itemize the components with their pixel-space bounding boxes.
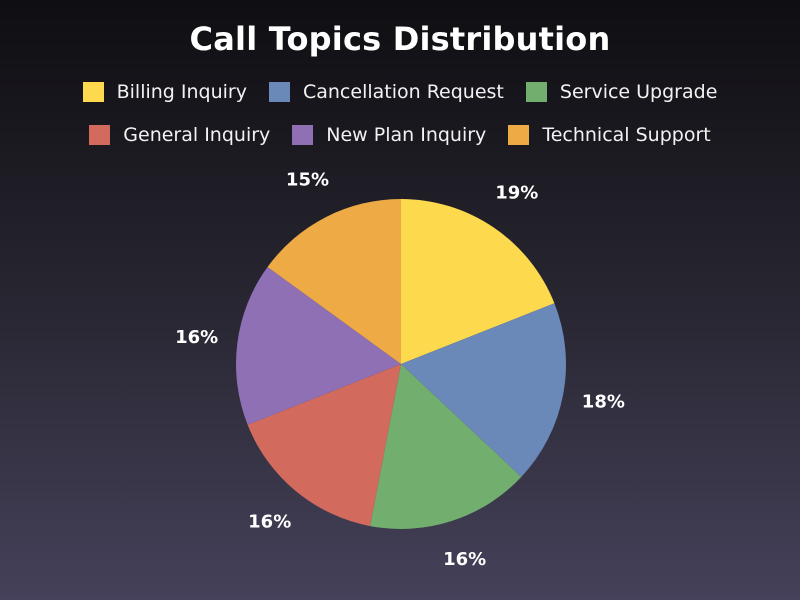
slice-percent-label: 16%	[443, 549, 486, 570]
slice-percent-label: 19%	[495, 183, 538, 204]
pie-slice-cancellation-request[interactable]	[401, 303, 566, 477]
pie-slice-billing-inquiry[interactable]	[401, 199, 555, 364]
legend-label: New Plan Inquiry	[326, 124, 487, 146]
legend-swatch	[89, 125, 111, 145]
slice-percent-label: 15%	[286, 169, 329, 190]
legend-label: Service Upgrade	[559, 81, 718, 103]
legend-item-technical-support[interactable]: Technical Support	[508, 124, 711, 146]
legend-item-new-plan-inquiry[interactable]: New Plan Inquiry	[292, 124, 486, 146]
legend-label: Billing Inquiry	[116, 81, 247, 103]
pie-slice-general-inquiry[interactable]	[247, 364, 401, 527]
legend-item-billing-inquiry[interactable]: Billing Inquiry	[82, 81, 247, 103]
legend-row-1: Billing Inquiry Cancellation Request Ser…	[0, 80, 800, 104]
legend-label: Technical Support	[542, 124, 711, 146]
legend-label: Cancellation Request	[302, 81, 504, 103]
slice-percent-label: 18%	[582, 392, 625, 413]
legend-swatch	[268, 82, 290, 102]
legend-row-2: General Inquiry New Plan Inquiry Technic…	[0, 123, 800, 147]
legend: Billing Inquiry Cancellation Request Ser…	[0, 80, 800, 166]
pie-slice-new-plan-inquiry[interactable]	[236, 267, 401, 425]
chart-title: Call Topics Distribution	[189, 20, 611, 58]
slice-percent-label: 16%	[175, 327, 218, 348]
slice-percent-label: 16%	[248, 512, 291, 533]
legend-swatch	[525, 82, 547, 102]
legend-swatch	[82, 82, 104, 102]
legend-label: General Inquiry	[123, 124, 271, 146]
legend-swatch	[292, 125, 314, 145]
pie-slice-service-upgrade[interactable]	[370, 364, 522, 529]
pie-slice-technical-support[interactable]	[267, 199, 401, 364]
legend-item-general-inquiry[interactable]: General Inquiry	[89, 124, 270, 146]
legend-item-cancellation-request[interactable]: Cancellation Request	[268, 81, 504, 103]
legend-item-service-upgrade[interactable]: Service Upgrade	[525, 81, 718, 103]
legend-swatch	[508, 125, 530, 145]
